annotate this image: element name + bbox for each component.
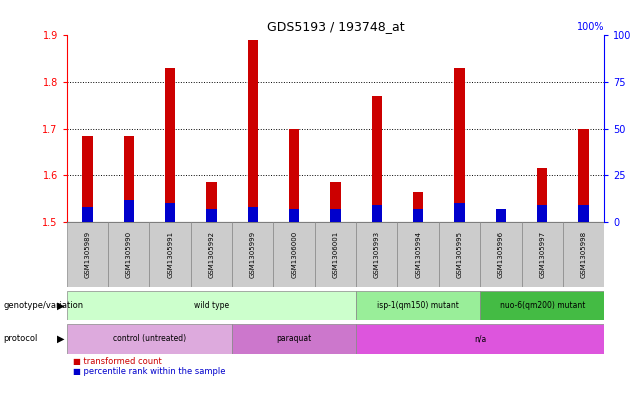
Bar bbox=[398, 222, 439, 287]
Title: GDS5193 / 193748_at: GDS5193 / 193748_at bbox=[266, 20, 404, 33]
Text: n/a: n/a bbox=[474, 334, 487, 343]
Bar bbox=[371, 205, 382, 222]
Text: GSM1305991: GSM1305991 bbox=[167, 231, 173, 278]
Bar bbox=[495, 209, 506, 222]
Text: ■ percentile rank within the sample: ■ percentile rank within the sample bbox=[73, 367, 226, 376]
Bar bbox=[356, 324, 604, 354]
Bar bbox=[206, 209, 217, 222]
Text: paraquat: paraquat bbox=[277, 334, 312, 343]
Bar bbox=[537, 205, 548, 222]
Bar bbox=[247, 207, 258, 222]
Text: GSM1305994: GSM1305994 bbox=[415, 231, 421, 278]
Bar bbox=[67, 291, 356, 320]
Bar bbox=[371, 96, 382, 222]
Text: genotype/variation: genotype/variation bbox=[3, 301, 83, 310]
Bar bbox=[356, 222, 398, 287]
Bar bbox=[191, 222, 232, 287]
Text: GSM1305996: GSM1305996 bbox=[498, 231, 504, 278]
Bar bbox=[330, 209, 341, 222]
Text: ■ transformed count: ■ transformed count bbox=[73, 357, 162, 366]
Bar bbox=[315, 222, 356, 287]
Bar bbox=[289, 129, 300, 222]
Bar bbox=[232, 222, 273, 287]
Bar bbox=[289, 209, 300, 222]
Text: GSM1305989: GSM1305989 bbox=[85, 231, 90, 278]
Bar bbox=[454, 204, 465, 222]
Bar bbox=[439, 222, 480, 287]
Bar bbox=[454, 68, 465, 222]
Bar bbox=[563, 222, 604, 287]
Bar bbox=[578, 205, 589, 222]
Text: ▶: ▶ bbox=[57, 301, 64, 310]
Bar bbox=[165, 204, 176, 222]
Text: GSM1305997: GSM1305997 bbox=[539, 231, 545, 278]
Text: nuo-6(qm200) mutant: nuo-6(qm200) mutant bbox=[499, 301, 585, 310]
Bar bbox=[413, 192, 424, 222]
Bar bbox=[247, 40, 258, 222]
Text: GSM1306000: GSM1306000 bbox=[291, 231, 297, 278]
Bar bbox=[480, 222, 522, 287]
Bar bbox=[149, 222, 191, 287]
Bar bbox=[123, 200, 134, 222]
Text: control (untreated): control (untreated) bbox=[113, 334, 186, 343]
Text: wild type: wild type bbox=[194, 301, 229, 310]
Bar bbox=[495, 220, 506, 222]
Text: GSM1305999: GSM1305999 bbox=[250, 231, 256, 278]
Bar bbox=[82, 136, 93, 222]
Bar bbox=[67, 324, 232, 354]
Bar bbox=[273, 222, 315, 287]
Bar bbox=[578, 129, 589, 222]
Bar bbox=[206, 182, 217, 222]
Bar bbox=[356, 291, 480, 320]
Text: GSM1306001: GSM1306001 bbox=[333, 231, 338, 278]
Bar bbox=[67, 222, 108, 287]
Text: GSM1305990: GSM1305990 bbox=[126, 231, 132, 278]
Text: protocol: protocol bbox=[3, 334, 38, 343]
Text: GSM1305992: GSM1305992 bbox=[209, 231, 214, 278]
Text: GSM1305995: GSM1305995 bbox=[457, 231, 462, 278]
Bar bbox=[480, 291, 604, 320]
Bar bbox=[165, 68, 176, 222]
Bar bbox=[330, 182, 341, 222]
Bar bbox=[413, 209, 424, 222]
Bar bbox=[82, 207, 93, 222]
Text: GSM1305993: GSM1305993 bbox=[374, 231, 380, 278]
Text: 100%: 100% bbox=[577, 22, 604, 32]
Text: GSM1305998: GSM1305998 bbox=[581, 231, 586, 278]
Bar bbox=[232, 324, 356, 354]
Bar bbox=[108, 222, 149, 287]
Bar bbox=[522, 222, 563, 287]
Text: ▶: ▶ bbox=[57, 334, 64, 344]
Bar bbox=[537, 168, 548, 222]
Bar bbox=[123, 136, 134, 222]
Text: isp-1(qm150) mutant: isp-1(qm150) mutant bbox=[377, 301, 459, 310]
